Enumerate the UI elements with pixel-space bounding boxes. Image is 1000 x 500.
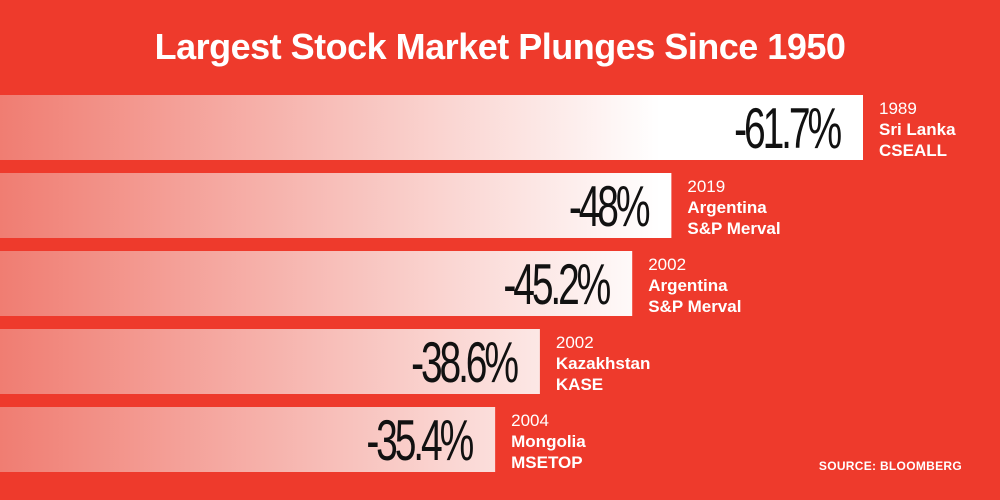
bar-index-label: S&P Merval (648, 297, 741, 316)
bar-1 (0, 173, 672, 238)
bar-index-label: CSEALL (879, 141, 947, 160)
bar-country-label: Sri Lanka (879, 120, 956, 139)
bar-value-label: -61.7% (734, 98, 841, 161)
bar-country-label: Kazakhstan (556, 354, 650, 373)
bar-year-label: 2004 (511, 411, 549, 430)
bar-value-label: -45.2% (503, 254, 610, 317)
bar-index-label: KASE (556, 375, 603, 394)
bar-value-label: -38.6% (411, 332, 518, 395)
chart-title: Largest Stock Market Plunges Since 1950 (154, 26, 846, 67)
bar-4 (0, 407, 496, 472)
bar-year-label: 2002 (556, 333, 594, 352)
bar-3 (0, 329, 540, 394)
bar-index-label: MSETOP (511, 453, 582, 472)
bar-country-label: Mongolia (511, 432, 586, 451)
bar-index-label: S&P Merval (687, 219, 780, 238)
bar-value-label: -35.4% (366, 410, 473, 473)
bar-year-label: 2019 (687, 177, 725, 196)
bar-2 (0, 251, 633, 316)
bar-country-label: Argentina (648, 276, 728, 295)
source-note: SOURCE: BLOOMBERG (818, 459, 962, 473)
bar-country-label: Argentina (687, 198, 767, 217)
bar-year-label: 1989 (879, 99, 917, 118)
bar-value-label: -48% (569, 176, 649, 239)
bars-group: -61.7% 1989 Sri Lanka CSEALL -48% 2019 Argenti… (0, 95, 956, 473)
bar-year-label: 2002 (648, 255, 686, 274)
bar-0 (0, 95, 863, 160)
